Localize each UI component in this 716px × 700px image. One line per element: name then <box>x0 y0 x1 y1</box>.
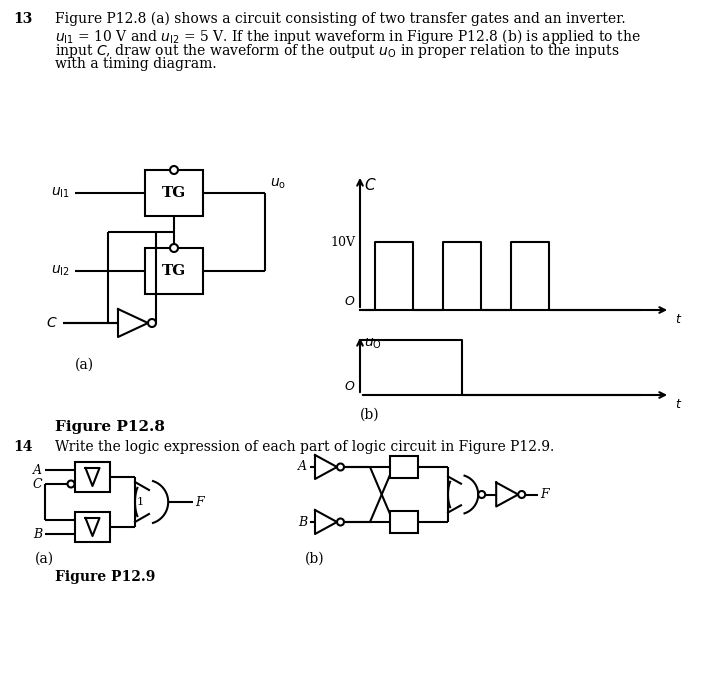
Text: $u_\mathrm{I1}$: $u_\mathrm{I1}$ <box>51 186 70 200</box>
Text: Figure P12.8: Figure P12.8 <box>55 420 165 434</box>
Text: A: A <box>298 461 307 473</box>
Bar <box>75 512 110 542</box>
Text: (a): (a) <box>35 552 54 566</box>
Text: F: F <box>540 488 549 501</box>
Text: $u_\mathrm{O}$: $u_\mathrm{O}$ <box>364 337 382 351</box>
Circle shape <box>518 491 526 498</box>
Text: $u_\mathrm{o}$: $u_\mathrm{o}$ <box>270 176 286 191</box>
Circle shape <box>170 244 178 252</box>
Circle shape <box>337 463 344 470</box>
Text: $t$: $t$ <box>675 313 682 326</box>
Text: 10V: 10V <box>330 235 355 248</box>
Circle shape <box>337 519 344 526</box>
Text: input $C$, draw out the waveform of the output $u_\mathrm{O}$ in proper relation: input $C$, draw out the waveform of the … <box>55 42 619 60</box>
Text: 1: 1 <box>137 497 144 507</box>
Text: $C$: $C$ <box>364 177 377 193</box>
Text: TG: TG <box>162 264 186 278</box>
Text: Write the logic expression of each part of logic circuit in Figure P12.9.: Write the logic expression of each part … <box>55 440 554 454</box>
Bar <box>145 170 203 216</box>
Text: $O$: $O$ <box>344 295 355 308</box>
Text: (b): (b) <box>360 408 379 422</box>
Circle shape <box>67 480 74 487</box>
Bar <box>390 456 418 478</box>
Text: B: B <box>298 515 307 528</box>
Text: 13: 13 <box>13 12 32 26</box>
Text: C: C <box>32 477 42 491</box>
Text: $u_\mathrm{I1}$ = 10 V and $u_\mathrm{I2}$ = 5 V. If the input waveform in Figur: $u_\mathrm{I1}$ = 10 V and $u_\mathrm{I2… <box>55 27 641 46</box>
Text: $u_\mathrm{I2}$: $u_\mathrm{I2}$ <box>51 264 70 278</box>
Text: F: F <box>195 496 204 508</box>
Text: with a timing diagram.: with a timing diagram. <box>55 57 217 71</box>
Text: A: A <box>33 463 42 477</box>
Circle shape <box>170 166 178 174</box>
Bar <box>390 511 418 533</box>
Text: $C$: $C$ <box>47 316 58 330</box>
Text: TG: TG <box>162 186 186 200</box>
Bar <box>75 462 110 492</box>
Text: Figure P12.8 (a) shows a circuit consisting of two transfer gates and an inverte: Figure P12.8 (a) shows a circuit consist… <box>55 12 626 27</box>
Text: (a): (a) <box>75 358 94 372</box>
Text: B: B <box>33 528 42 540</box>
Bar <box>145 248 203 294</box>
Circle shape <box>148 319 156 327</box>
Text: $O$: $O$ <box>344 380 355 393</box>
Text: Figure P12.9: Figure P12.9 <box>55 570 155 584</box>
Circle shape <box>478 491 485 498</box>
Text: $t$: $t$ <box>675 398 682 411</box>
Text: (b): (b) <box>305 552 324 566</box>
Text: 14: 14 <box>13 440 32 454</box>
